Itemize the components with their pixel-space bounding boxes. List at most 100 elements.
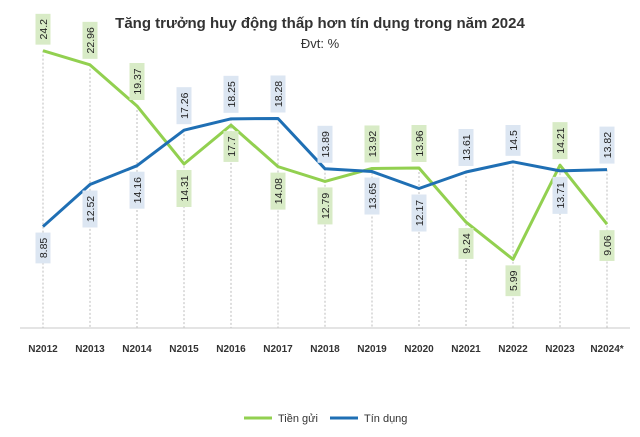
data-label-bg [270, 75, 286, 113]
series-line-tien-gui [42, 49, 609, 261]
data-label-bg [411, 194, 427, 232]
series-lines [41, 49, 609, 261]
chart-title: Tăng trưởng huy động thấp hơn tín dụng t… [115, 15, 525, 32]
data-labels: 24.2 22.96 19.37 14.31 17.7 14.08 12.79 13.92 13… [35, 13, 615, 297]
data-label-tin-dung: 13.65 [364, 177, 380, 215]
data-label-text: 9.24 [461, 233, 473, 254]
data-label-text: 13.82 [602, 132, 614, 158]
data-label-bg [82, 21, 98, 59]
data-label-bg [364, 177, 380, 215]
data-label-bg [364, 125, 380, 163]
data-label-tien-gui: 22.96 [82, 21, 98, 59]
data-label-bg [223, 75, 239, 113]
data-label-text: 18.25 [226, 81, 238, 107]
data-label-tin-dung: 12.52 [82, 190, 98, 228]
x-tick-label: N2021 [451, 344, 481, 355]
data-label-text: 13.96 [414, 130, 426, 156]
data-label-bg [223, 131, 239, 162]
data-label-text: 8.85 [38, 238, 50, 259]
x-tick-label: N2014 [122, 344, 152, 355]
data-label-bg [599, 230, 615, 261]
data-label-text: 14.08 [273, 178, 285, 204]
data-label-bg [129, 62, 145, 100]
x-tick-label: N2013 [75, 344, 105, 355]
data-label-tien-gui: 5.99 [505, 265, 521, 297]
data-label-tin-dung: 13.71 [552, 176, 568, 214]
x-tick-labels: N2012 N2013 N2014 N2015 N2016 N2017 N2018 N2019… [28, 344, 624, 355]
data-label-text: 13.65 [367, 183, 379, 209]
x-tick-label: N2012 [28, 344, 58, 355]
data-label-text: 12.17 [414, 200, 426, 226]
legend: Tiền gửi Tín dụng [244, 413, 407, 425]
data-label-bg [35, 13, 51, 45]
data-label-text: 13.89 [320, 131, 332, 157]
data-label-tien-gui: 19.37 [129, 62, 145, 100]
chart-subtitle: Đvt: % [301, 36, 340, 51]
data-label-bg [317, 187, 333, 225]
data-label-text: 17.26 [179, 92, 191, 118]
data-label-text: 13.61 [461, 134, 473, 160]
data-label-bg [505, 125, 521, 156]
series-line-tin-dung [41, 116, 608, 228]
data-label-bg [599, 126, 615, 164]
data-label-text: 17.7 [226, 136, 238, 157]
data-label-tien-gui: 17.7 [223, 131, 239, 162]
data-label-text: 14.16 [132, 177, 144, 203]
data-label-bg [176, 87, 192, 125]
x-tick-label: N2022 [498, 344, 528, 355]
data-label-tin-dung: 18.28 [270, 75, 286, 113]
data-label-bg [552, 122, 568, 160]
data-label-tien-gui: 14.21 [552, 122, 568, 160]
data-label-tien-gui: 9.24 [458, 228, 474, 259]
data-label-bg [458, 129, 474, 167]
x-tick-label: N2019 [357, 344, 387, 355]
data-label-text: 18.28 [273, 81, 285, 107]
data-label-bg [35, 232, 51, 264]
x-tick-label: N2017 [263, 344, 293, 355]
data-label-bg [552, 176, 568, 214]
data-label-tin-dung: 18.25 [223, 75, 239, 113]
data-label-tin-dung: 17.26 [176, 87, 192, 125]
data-label-text: 13.92 [367, 131, 379, 157]
data-label-text: 14.31 [179, 175, 191, 201]
data-label-text: 9.06 [602, 235, 614, 256]
data-label-tien-gui: 13.92 [364, 125, 380, 163]
data-label-tien-gui: 24.2 [35, 13, 51, 45]
data-label-tien-gui: 12.79 [317, 187, 333, 225]
data-label-text: 14.5 [508, 130, 520, 151]
data-label-bg [411, 124, 427, 162]
data-label-tin-dung: 13.61 [458, 129, 474, 167]
x-tick-label: N2024* [590, 344, 623, 355]
data-label-tin-dung: 8.85 [35, 232, 51, 264]
data-label-tin-dung: 13.89 [317, 125, 333, 163]
data-label-bg [82, 190, 98, 228]
x-tick-label: N2018 [310, 344, 340, 355]
data-label-bg [129, 171, 145, 209]
data-label-bg [317, 125, 333, 163]
legend-label-tien-gui: Tiền gửi [278, 413, 318, 425]
data-label-tien-gui: 13.96 [411, 124, 427, 162]
data-label-tin-dung: 14.5 [505, 125, 521, 156]
data-label-text: 13.71 [555, 182, 567, 208]
x-tick-label: N2020 [404, 344, 434, 355]
legend-label-tin-dung: Tín dụng [364, 413, 407, 425]
data-label-text: 22.96 [85, 27, 97, 53]
data-label-tien-gui: 9.06 [599, 230, 615, 261]
data-label-text: 24.2 [38, 19, 50, 40]
data-label-text: 14.21 [555, 127, 567, 153]
data-label-tin-dung: 12.17 [411, 194, 427, 232]
data-label-bg [458, 228, 474, 259]
data-label-text: 12.79 [320, 193, 332, 219]
data-label-text: 5.99 [508, 270, 520, 291]
data-label-text: 19.37 [132, 68, 144, 94]
x-tick-label: N2023 [545, 344, 575, 355]
data-label-tien-gui: 14.08 [270, 172, 286, 210]
data-label-bg [176, 169, 192, 207]
data-label-bg [505, 265, 521, 297]
data-label-bg [270, 172, 286, 210]
data-label-tin-dung: 13.82 [599, 126, 615, 164]
x-tick-label: N2015 [169, 344, 199, 355]
data-label-text: 12.52 [85, 196, 97, 222]
data-label-tien-gui: 14.31 [176, 169, 192, 207]
